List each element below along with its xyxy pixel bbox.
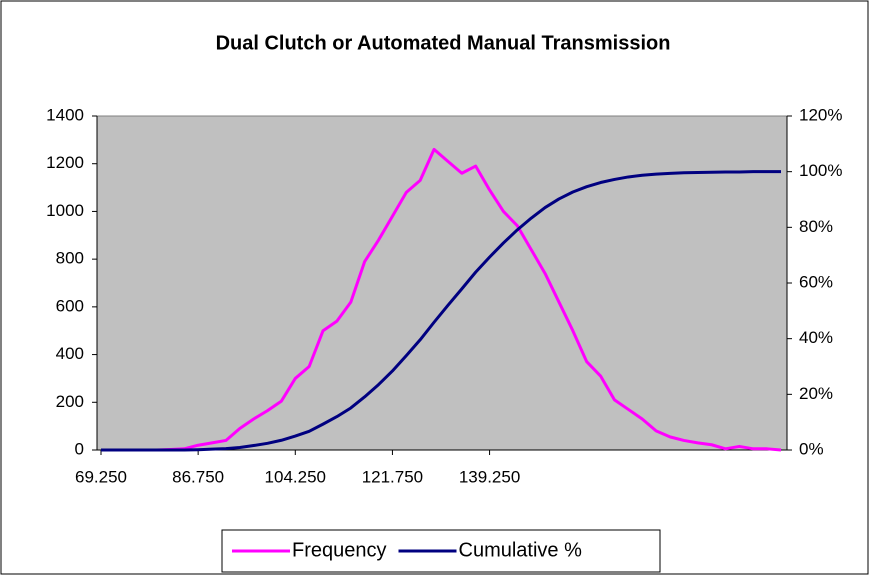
y-tick-label: 0 — [75, 439, 84, 458]
legend-label: Frequency — [292, 539, 387, 561]
y2-tick-label: 120% — [799, 105, 842, 124]
y-tick-label: 200 — [56, 392, 84, 411]
y2-tick-label: 60% — [799, 272, 833, 291]
y2-tick-label: 0% — [799, 439, 824, 458]
y2-tick-label: 20% — [799, 384, 833, 403]
x-tick-label: 121.750 — [362, 467, 423, 486]
y2-tick-label: 100% — [799, 161, 842, 180]
y-tick-label: 800 — [56, 249, 84, 268]
series-line — [101, 170, 781, 452]
x-tick-label: 86.750 — [172, 467, 224, 486]
y-tick-label: 1200 — [46, 153, 84, 172]
x-tick-label: 104.250 — [265, 467, 326, 486]
legend-label: Cumulative % — [459, 539, 583, 561]
y2-tick-label: 40% — [799, 328, 833, 347]
y-tick-label: 400 — [56, 344, 84, 363]
series-line — [101, 147, 782, 452]
y2-tick-label: 80% — [799, 217, 833, 236]
x-tick-label: 139.250 — [459, 467, 520, 486]
plot-area — [96, 115, 788, 451]
chart-title: Dual Clutch or Automated Manual Transmis… — [216, 32, 671, 54]
y-tick-label: 1400 — [46, 105, 84, 124]
y-tick-label: 600 — [56, 296, 84, 315]
x-tick-label: 69.250 — [75, 467, 127, 486]
y-tick-label: 1000 — [46, 201, 84, 220]
